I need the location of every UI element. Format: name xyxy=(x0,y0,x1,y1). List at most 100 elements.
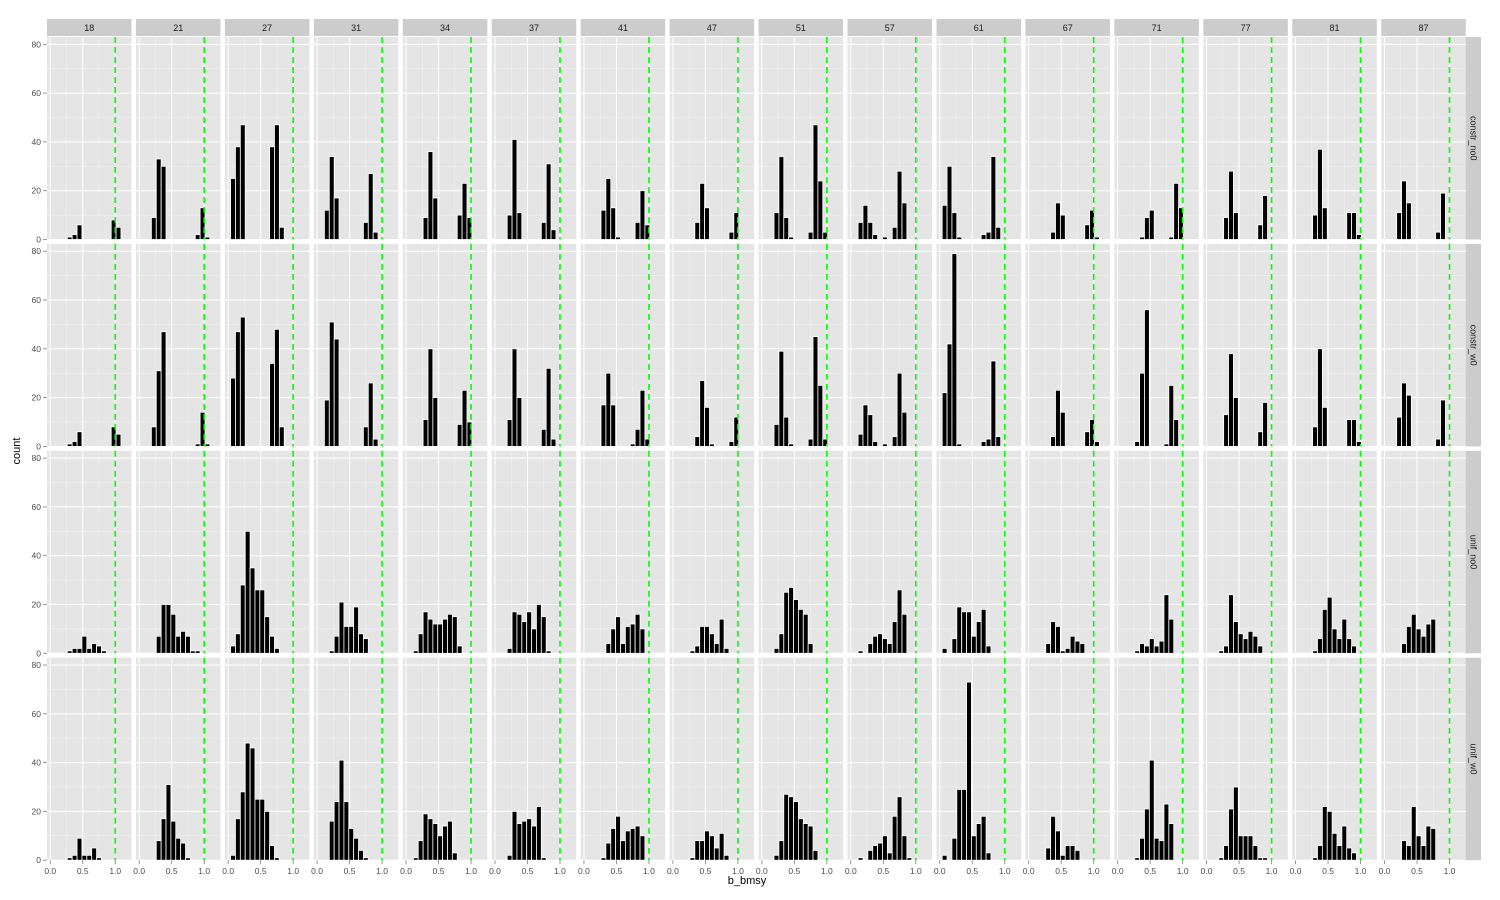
histogram-bar xyxy=(733,212,740,240)
histogram-bar xyxy=(783,591,790,654)
histogram-bar xyxy=(1178,207,1184,240)
histogram-bar xyxy=(185,635,191,654)
histogram-bar xyxy=(461,182,468,240)
histogram-bar xyxy=(363,638,369,654)
strip-col-bg xyxy=(669,19,755,36)
histogram-bar xyxy=(1223,645,1229,654)
histogram-bar xyxy=(975,621,982,654)
histogram-bar xyxy=(1148,759,1155,861)
x-tick-label: 0.0 xyxy=(1290,866,1302,876)
x-tick-label: 1.0 xyxy=(198,866,210,876)
histogram-bar xyxy=(1094,236,1100,240)
histogram-bar xyxy=(1218,857,1225,861)
histogram-bar xyxy=(437,835,444,861)
histogram-bar xyxy=(269,635,275,654)
histogram-bar xyxy=(891,436,898,447)
histogram-bar xyxy=(1435,438,1441,447)
histogram-bar xyxy=(358,850,364,861)
histogram-bar xyxy=(199,411,206,447)
x-tick-label: 0.5 xyxy=(1055,866,1067,876)
panel-background xyxy=(135,450,221,654)
histogram-bar xyxy=(269,845,275,861)
histogram-bar xyxy=(867,414,874,447)
histogram-bar xyxy=(867,643,874,654)
panel-constr_no0-51 xyxy=(758,37,844,240)
histogram-bar xyxy=(1228,594,1234,654)
histogram-bar xyxy=(235,146,241,240)
histogram-bar xyxy=(235,633,241,654)
histogram-bar xyxy=(1094,441,1100,447)
panel-constr_w0-67 xyxy=(1025,243,1110,447)
histogram-bar xyxy=(1059,411,1066,447)
histogram-bar xyxy=(629,443,636,447)
panel-constr_no0-18 xyxy=(47,37,132,240)
histogram-bar xyxy=(1312,426,1318,447)
histogram-bar xyxy=(788,796,794,861)
histogram-bar xyxy=(694,840,701,861)
histogram-bar xyxy=(1079,643,1086,654)
histogram-bar xyxy=(1401,382,1407,447)
histogram-bar xyxy=(230,377,236,447)
histogram-bar xyxy=(1139,236,1145,240)
histogram-bar xyxy=(86,854,93,861)
histogram-bar xyxy=(605,842,612,861)
panel-background xyxy=(402,243,488,447)
panel-background xyxy=(1292,243,1377,447)
histogram-bar xyxy=(338,759,345,861)
histogram-bar xyxy=(896,589,903,654)
histogram-bar xyxy=(1148,209,1155,240)
histogram-bar xyxy=(812,124,819,240)
histogram-bar xyxy=(1233,212,1239,240)
panel-constr_no0-77 xyxy=(1203,37,1288,240)
column-strips: 18 21 27 31 34 37 41 47 51 57 61 67 71 77 81 87 xyxy=(47,19,1466,36)
x-tick-label: 0.5 xyxy=(1144,866,1156,876)
histogram-bar xyxy=(1425,825,1432,861)
y-tick-label: 80 xyxy=(32,453,42,463)
histogram-bar xyxy=(1064,845,1071,861)
x-tick-label: 0.5 xyxy=(344,866,356,876)
x-tick-label: 1.0 xyxy=(1088,866,1100,876)
histogram-bar xyxy=(882,443,888,447)
histogram-bar xyxy=(1144,309,1150,447)
panel-unif_no0-37 xyxy=(491,450,577,654)
histogram-bar xyxy=(427,348,434,447)
panel-unif_no0-87 xyxy=(1381,450,1466,654)
histogram-bar xyxy=(254,798,261,861)
histogram-bar xyxy=(432,397,439,447)
histogram-bar xyxy=(239,791,246,861)
panel-constr_w0-77 xyxy=(1203,243,1288,447)
x-tick-label: 0.5 xyxy=(1233,866,1245,876)
histogram-bar xyxy=(867,850,874,861)
histogram-bar xyxy=(1050,231,1056,240)
histogram-bar xyxy=(239,124,246,240)
histogram-bar xyxy=(456,645,463,654)
histogram-bar xyxy=(901,411,908,447)
histogram-bar xyxy=(1321,806,1328,861)
histogram-bar xyxy=(956,236,963,240)
panel-background xyxy=(1203,450,1288,654)
x-tick-label: 0.0 xyxy=(133,866,145,876)
panel-background xyxy=(135,37,221,240)
histogram-bar xyxy=(1341,618,1348,654)
histogram-bar xyxy=(1351,852,1357,861)
panel-background xyxy=(1025,450,1110,654)
panel-background xyxy=(1292,450,1377,654)
histogram-bar xyxy=(975,823,982,861)
panel-background xyxy=(135,657,221,861)
histogram-bar xyxy=(189,650,196,654)
histogram-bar xyxy=(1153,837,1160,861)
histogram-bar xyxy=(615,815,621,861)
histogram-bar xyxy=(812,850,819,861)
panel-unif_w0-41 xyxy=(580,657,666,861)
panel-background xyxy=(580,657,666,861)
x-tick-label: 0.5 xyxy=(877,866,889,876)
strip-col-bg xyxy=(758,19,844,36)
histogram-bar xyxy=(966,681,972,861)
histogram-bar xyxy=(1317,148,1323,240)
histogram-bar xyxy=(150,217,157,240)
panel-unif_w0-81 xyxy=(1292,657,1377,861)
histogram-bar xyxy=(610,628,617,654)
histogram-bar xyxy=(1084,431,1091,447)
histogram-bar xyxy=(274,124,280,240)
histogram-bar xyxy=(239,584,246,654)
